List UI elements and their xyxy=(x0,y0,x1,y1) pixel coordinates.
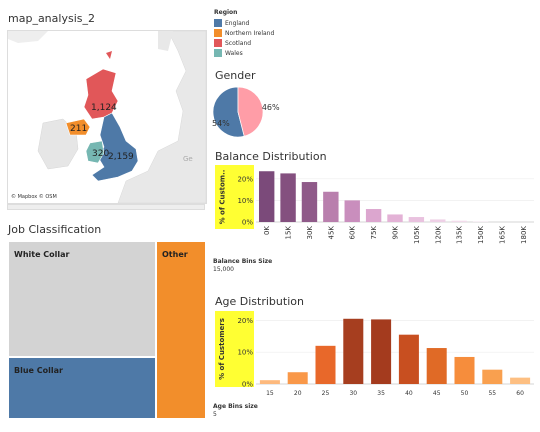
x-tick-label: 15 xyxy=(266,390,274,397)
bar[interactable] xyxy=(451,220,467,222)
x-tick-label: 30K xyxy=(306,226,314,240)
x-tick-label: 40 xyxy=(405,390,413,397)
age-title: Age Distribution xyxy=(215,295,304,308)
y-tick-label: 10% xyxy=(237,349,253,357)
map-label-england: 2,159 xyxy=(108,152,134,162)
age-ylabel-highlight xyxy=(215,311,254,387)
x-tick-label: 25 xyxy=(322,390,330,397)
x-tick-label: 20 xyxy=(294,390,302,397)
age-ylabel: % of Customers xyxy=(218,318,227,380)
age-bin-label: Age Bins size xyxy=(213,403,258,410)
legend-item-northern-ireland[interactable]: Northern Ireland xyxy=(214,28,274,38)
map-canvas[interactable]: 1,124 211 320 2,159 Ge xyxy=(8,31,206,203)
region-legend: Region England Northern Ireland Scotland… xyxy=(214,9,274,58)
map-label-scotland: 1,124 xyxy=(91,103,117,113)
x-tick-label: 45K xyxy=(327,226,335,240)
x-tick-label: 75K xyxy=(370,226,378,240)
ireland-land xyxy=(37,118,79,170)
x-tick-label: 120K xyxy=(434,226,442,244)
legend-swatch xyxy=(214,39,222,47)
pie-label-0: 54% xyxy=(212,119,230,128)
balance-bin-value[interactable]: 15,000 xyxy=(213,266,234,273)
europe-land xyxy=(117,31,206,203)
map-attribution: © Mapbox © OSM xyxy=(11,194,57,200)
legend-item-wales[interactable]: Wales xyxy=(214,48,274,58)
x-tick-label: 135K xyxy=(456,226,464,244)
balance-bin-label: Balance Bins Size xyxy=(213,258,273,265)
scandinavia-land xyxy=(158,31,173,51)
tile-white-collar[interactable]: White Collar xyxy=(8,241,156,357)
x-tick-label: 15K xyxy=(285,226,293,240)
map-label-northern-ireland: 211 xyxy=(70,124,87,134)
x-tick-label: 45 xyxy=(433,390,441,397)
bar[interactable] xyxy=(287,372,308,384)
bar[interactable] xyxy=(343,318,364,384)
legend-swatch xyxy=(214,29,222,37)
job-treemap: White Collar Blue Collar Other xyxy=(8,241,206,419)
bar[interactable] xyxy=(301,182,318,222)
x-tick-label: 90K xyxy=(392,226,400,240)
bar[interactable] xyxy=(398,334,419,384)
gender-pie-chart[interactable]: 54% 46% xyxy=(212,82,292,142)
y-tick-label: 0% xyxy=(242,219,253,227)
bar[interactable] xyxy=(315,345,336,384)
balance-ylabel: % of Custom.. xyxy=(218,169,227,225)
y-tick-label: 20% xyxy=(237,175,253,183)
bar[interactable] xyxy=(258,171,275,222)
bar[interactable] xyxy=(259,380,280,384)
bar[interactable] xyxy=(430,219,446,222)
bar[interactable] xyxy=(454,356,475,384)
tile-other[interactable]: Other xyxy=(156,241,206,419)
bar[interactable] xyxy=(482,369,503,384)
pie-label-1: 46% xyxy=(262,103,280,112)
age-bin-value[interactable]: 5 xyxy=(213,411,217,418)
balance-ylabel-highlight xyxy=(215,165,254,229)
map-label-wales: 320 xyxy=(92,149,109,159)
x-tick-label: 35 xyxy=(377,390,385,397)
legend-item-scotland[interactable]: Scotland xyxy=(214,38,274,48)
pie-slice-0[interactable] xyxy=(212,86,245,138)
gender-title: Gender xyxy=(215,69,256,82)
y-tick-label: 10% xyxy=(237,197,253,205)
map-country-label: Ge xyxy=(183,155,193,163)
tile-blue-collar[interactable]: Blue Collar xyxy=(8,357,156,419)
wales-region[interactable] xyxy=(85,140,105,164)
bar[interactable] xyxy=(365,209,382,222)
bar[interactable] xyxy=(280,173,296,222)
legend-swatch xyxy=(214,49,222,57)
pie-slice-1[interactable] xyxy=(237,86,264,137)
legend-title: Region xyxy=(214,9,238,16)
x-tick-label: 0K xyxy=(263,226,271,235)
x-tick-label: 180K xyxy=(520,226,528,244)
map-title: map_analysis_2 xyxy=(8,12,95,25)
bar[interactable] xyxy=(510,377,531,384)
bar[interactable] xyxy=(344,200,360,222)
map-scrollbar[interactable] xyxy=(7,204,205,210)
x-tick-label: 55 xyxy=(488,390,496,397)
bar[interactable] xyxy=(408,217,425,222)
north-land xyxy=(8,31,48,43)
job-title: Job Classification xyxy=(8,223,102,236)
balance-title: Balance Distribution xyxy=(215,150,327,163)
y-tick-label: 0% xyxy=(242,381,253,389)
balance-bar-chart[interactable]: 0% 10% 20% 0K 15K 30K 45K 60K 75K 90K 105K 120K 135K… xyxy=(230,160,538,258)
northern-ireland-region[interactable] xyxy=(65,118,91,136)
legend-swatch xyxy=(214,19,222,27)
bar[interactable] xyxy=(371,319,392,384)
bar[interactable] xyxy=(387,214,403,222)
bar[interactable] xyxy=(323,191,339,222)
x-tick-label: 60 xyxy=(516,390,524,397)
bar[interactable] xyxy=(426,348,447,384)
x-tick-label: 50 xyxy=(461,390,469,397)
x-tick-label: 165K xyxy=(498,226,506,244)
scotland-islands xyxy=(106,51,112,59)
y-tick-label: 20% xyxy=(237,317,253,325)
x-tick-label: 105K xyxy=(413,226,421,244)
x-tick-label: 30 xyxy=(349,390,357,397)
x-tick-label: 150K xyxy=(477,226,485,244)
age-bar-chart[interactable]: 0% 10% 20% 15 20 25 30 35 40 45 50 55 60 xyxy=(230,306,538,400)
legend-item-england[interactable]: England xyxy=(214,18,274,28)
map-view[interactable]: 1,124 211 320 2,159 Ge © Mapbox © OSM xyxy=(7,30,207,204)
x-tick-label: 60K xyxy=(349,226,357,240)
